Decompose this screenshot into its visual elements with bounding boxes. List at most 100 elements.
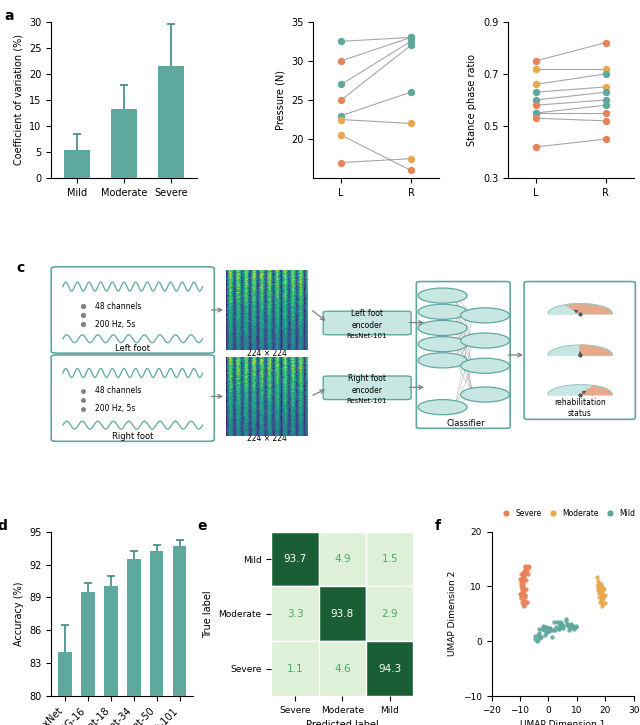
Bar — [271, 531, 319, 587]
FancyBboxPatch shape — [524, 281, 636, 419]
Point — [535, 631, 545, 642]
Bar — [64, 149, 90, 178]
Bar — [81, 592, 95, 725]
Point — [555, 619, 565, 631]
Point — [564, 619, 575, 631]
Text: 48 channels: 48 channels — [95, 386, 141, 395]
Point — [531, 99, 541, 111]
Point — [595, 578, 605, 589]
Bar — [111, 109, 137, 178]
Point — [550, 624, 560, 636]
Point — [598, 583, 609, 594]
Point — [524, 561, 534, 573]
Point — [516, 582, 527, 594]
Point — [518, 571, 528, 583]
Point — [593, 579, 603, 591]
Point — [520, 574, 531, 586]
Point — [531, 78, 541, 90]
Point — [406, 153, 416, 165]
Bar — [58, 652, 72, 725]
Polygon shape — [580, 386, 612, 394]
Point — [561, 618, 572, 629]
Point — [520, 561, 530, 573]
Point — [600, 94, 611, 106]
Circle shape — [418, 320, 467, 336]
Point — [516, 573, 527, 584]
Text: ResNet-101: ResNet-101 — [347, 333, 387, 339]
Point — [515, 588, 525, 600]
Text: Classifier: Classifier — [447, 419, 485, 428]
Point — [561, 615, 572, 626]
Point — [600, 99, 611, 111]
Point — [541, 621, 551, 633]
Point — [539, 624, 549, 636]
Point — [530, 631, 540, 642]
Point — [521, 567, 531, 579]
Point — [406, 117, 416, 129]
Point — [594, 591, 604, 602]
Point — [535, 631, 545, 642]
Point — [530, 633, 540, 645]
Bar — [271, 587, 319, 641]
Point — [336, 129, 346, 141]
Point — [593, 581, 604, 593]
Point — [517, 596, 527, 608]
Point — [518, 569, 529, 581]
Point — [534, 631, 545, 642]
Point — [556, 621, 566, 632]
Point — [600, 81, 611, 93]
Text: 1.5: 1.5 — [381, 554, 398, 564]
Point — [516, 588, 526, 600]
Point — [518, 586, 529, 597]
Circle shape — [461, 387, 509, 402]
Point — [406, 86, 416, 98]
Point — [564, 621, 574, 632]
Point — [595, 584, 605, 596]
Text: 4.9: 4.9 — [334, 554, 351, 564]
Circle shape — [418, 353, 467, 368]
FancyBboxPatch shape — [323, 311, 411, 335]
Point — [516, 592, 527, 603]
Text: 93.8: 93.8 — [331, 609, 354, 619]
Point — [406, 165, 416, 176]
Legend: Severe, Moderate, Mild: Severe, Moderate, Mild — [495, 506, 638, 521]
Point — [600, 133, 611, 145]
Point — [518, 582, 529, 594]
Point — [336, 78, 346, 90]
Point — [522, 560, 532, 571]
Point — [595, 597, 605, 608]
Point — [546, 624, 556, 636]
Point — [538, 621, 548, 632]
Point — [554, 616, 564, 628]
Bar — [319, 641, 366, 696]
Y-axis label: Stance phase ratio: Stance phase ratio — [467, 54, 477, 146]
Bar — [104, 587, 118, 725]
Point — [531, 107, 541, 119]
Text: 94.3: 94.3 — [378, 663, 401, 674]
Point — [594, 587, 604, 599]
Y-axis label: UMAP Dimension 2: UMAP Dimension 2 — [448, 571, 457, 656]
Text: 48 channels: 48 channels — [95, 302, 141, 311]
Point — [571, 620, 581, 631]
Point — [518, 570, 529, 581]
Point — [554, 624, 564, 635]
Point — [568, 621, 579, 633]
Point — [563, 619, 573, 631]
Point — [532, 634, 543, 646]
Y-axis label: Accuracy (%): Accuracy (%) — [13, 581, 24, 646]
Y-axis label: Pressure (N): Pressure (N) — [275, 70, 285, 130]
Text: a: a — [4, 9, 14, 23]
Point — [531, 94, 541, 106]
Point — [549, 616, 559, 628]
Circle shape — [418, 336, 467, 352]
Point — [531, 112, 541, 124]
Bar — [366, 641, 413, 696]
Point — [518, 577, 528, 589]
Text: 224 × 224: 224 × 224 — [247, 434, 287, 443]
Point — [519, 589, 529, 601]
Point — [556, 617, 566, 629]
Point — [520, 560, 531, 572]
Text: 3.3: 3.3 — [287, 609, 303, 619]
Point — [531, 86, 541, 98]
Polygon shape — [580, 345, 612, 355]
